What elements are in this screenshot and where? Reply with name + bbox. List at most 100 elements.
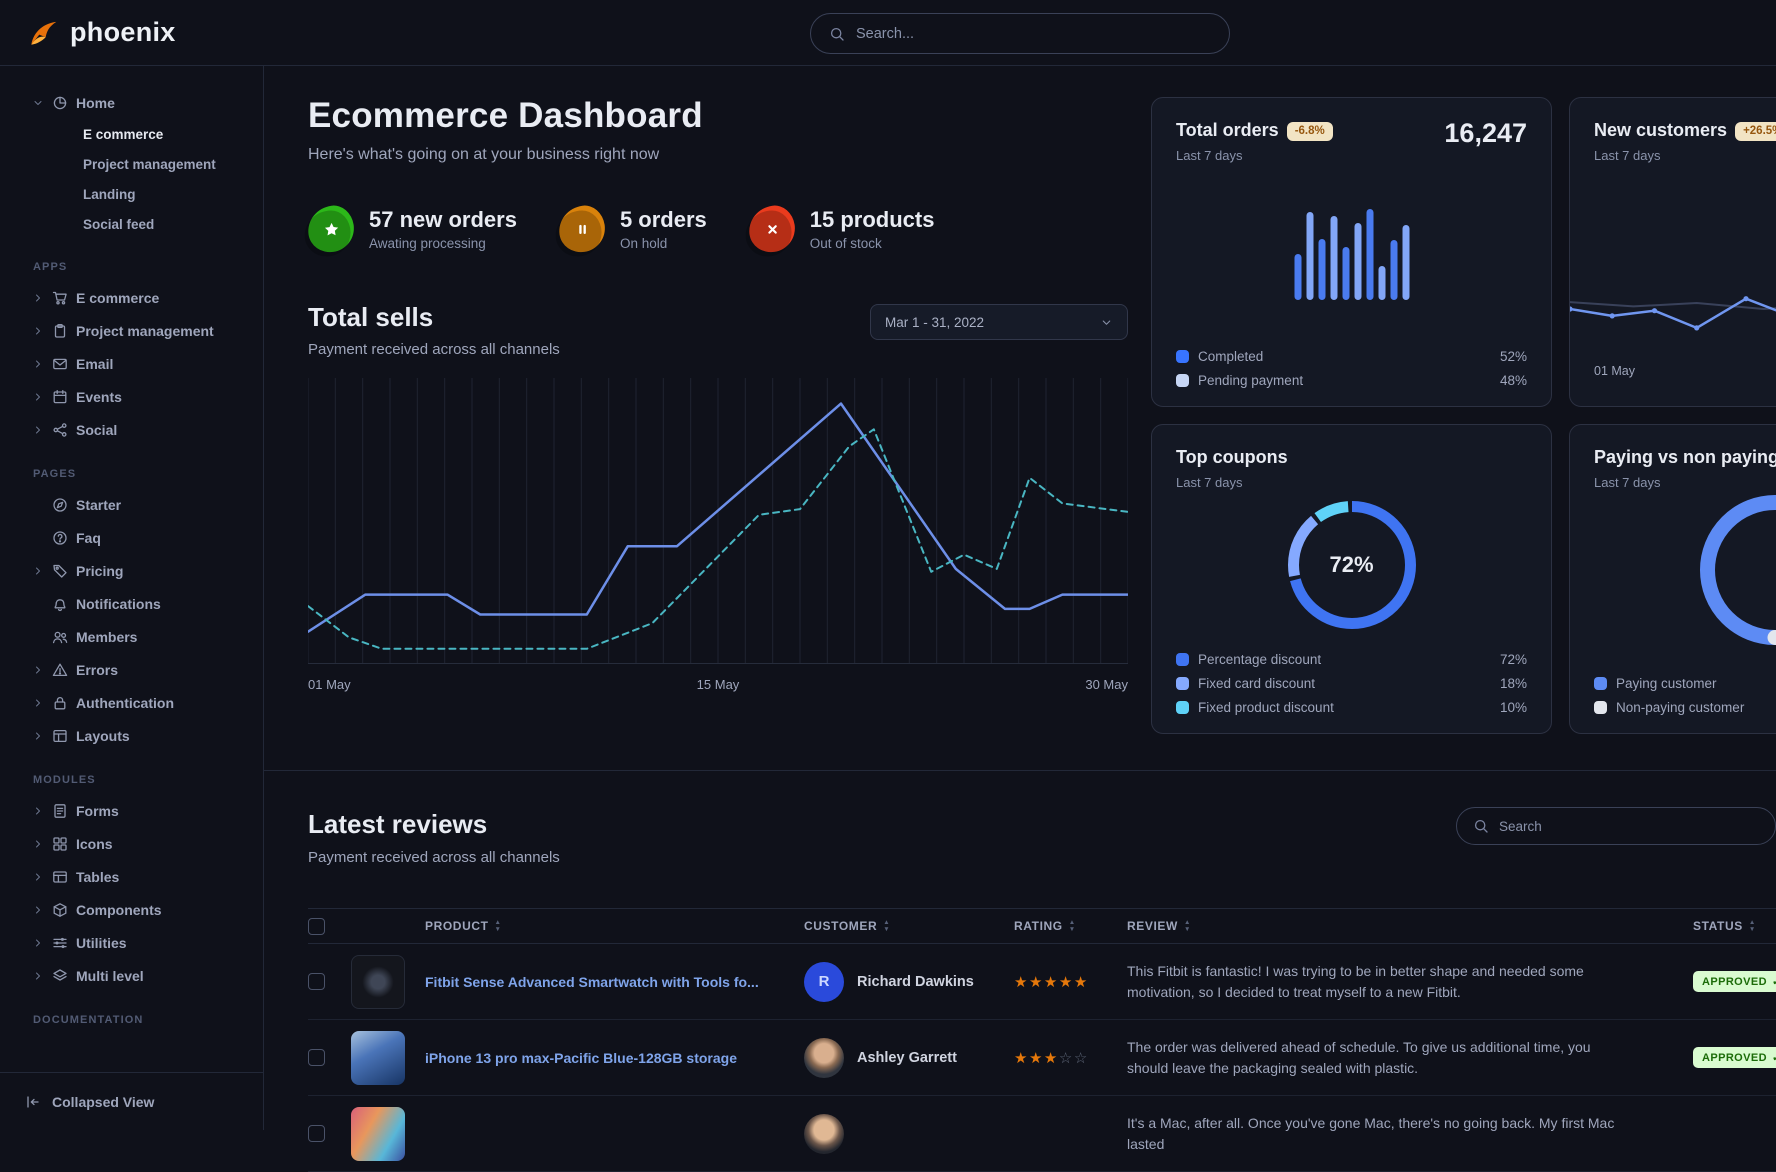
chevron-down-icon bbox=[1100, 316, 1113, 329]
sidebar-item-project-management-app[interactable]: Project management bbox=[18, 314, 245, 347]
total-sells-chart: 01 May 15 May 30 May bbox=[308, 378, 1128, 692]
search-icon bbox=[829, 26, 845, 42]
sidebar-item-forms[interactable]: Forms bbox=[18, 794, 245, 827]
card-period: Last 7 days bbox=[1176, 148, 1527, 163]
sidebar-item-pricing[interactable]: Pricing bbox=[18, 554, 245, 587]
bar bbox=[1390, 240, 1397, 300]
caret-right-icon bbox=[32, 292, 44, 304]
sidebar-item-social[interactable]: Social bbox=[18, 413, 245, 446]
bar bbox=[1354, 223, 1361, 300]
row-checkbox[interactable] bbox=[308, 973, 325, 990]
stat-caption: Awating processing bbox=[369, 236, 517, 251]
reviews-table-header: PRODUCT▲▼ CUSTOMER▲▼ RATING▲▼ REVIEW▲▼ S… bbox=[308, 908, 1776, 944]
reviews-subtitle: Payment received across all channels bbox=[308, 849, 1776, 866]
sidebar-item-multi-level[interactable]: Multi level bbox=[18, 959, 245, 992]
date-range-select[interactable]: Mar 1 - 31, 2022 bbox=[870, 304, 1128, 340]
card-title: Top coupons bbox=[1176, 447, 1288, 467]
sort-icon: ▲▼ bbox=[1184, 919, 1191, 933]
column-header-rating[interactable]: RATING▲▼ bbox=[1014, 919, 1127, 933]
global-search[interactable] bbox=[810, 13, 1230, 54]
mail-icon bbox=[52, 356, 68, 372]
sidebar-item-errors[interactable]: Errors bbox=[18, 653, 245, 686]
review-text: This Fitbit is fantastic! I was trying t… bbox=[1127, 961, 1673, 1002]
paying-vs-non-paying-card: Paying vs non paying Last 7 days Paying … bbox=[1569, 424, 1776, 734]
sidebar-item-components[interactable]: Components bbox=[18, 893, 245, 926]
legend-swatch bbox=[1176, 677, 1189, 690]
x-tick: 15 May bbox=[697, 677, 740, 692]
total-orders-card: Total orders-6.8% Last 7 days 16,247 Com… bbox=[1151, 97, 1552, 407]
product-image bbox=[351, 955, 405, 1009]
clipboard-icon bbox=[52, 323, 68, 339]
sidebar-item-members[interactable]: Members bbox=[18, 620, 245, 653]
legend-swatch bbox=[1594, 701, 1607, 714]
bar bbox=[1366, 209, 1373, 300]
bar bbox=[1402, 225, 1409, 300]
page-title: Ecommerce Dashboard bbox=[308, 96, 1128, 136]
x-icon bbox=[763, 221, 780, 238]
caret-right-icon bbox=[32, 838, 44, 850]
sidebar-subitem-ecommerce[interactable]: E commerce bbox=[18, 119, 245, 149]
legend-item: Completed 52% bbox=[1176, 349, 1527, 364]
card-period: Last 7 days bbox=[1176, 475, 1527, 490]
sidebar-item-events[interactable]: Events bbox=[18, 380, 245, 413]
reviews-search-input[interactable] bbox=[1499, 819, 1759, 834]
sidebar-item-utilities[interactable]: Utilities bbox=[18, 926, 245, 959]
sidebar-subitem-social-feed[interactable]: Social feed bbox=[18, 209, 245, 239]
row-checkbox[interactable] bbox=[308, 1125, 325, 1142]
x-badge-icon bbox=[746, 203, 798, 255]
top-coupons-donut-chart: 72% bbox=[1288, 501, 1416, 629]
caret-right-icon bbox=[32, 664, 44, 676]
collapsed-view-toggle[interactable]: Collapsed View bbox=[0, 1072, 263, 1130]
rating-stars: ★★★☆☆ bbox=[1014, 1049, 1127, 1067]
sidebar-item-layouts[interactable]: Layouts bbox=[18, 719, 245, 752]
global-search-input[interactable] bbox=[856, 26, 1211, 42]
bell-icon bbox=[52, 596, 68, 612]
sidebar-subitem-project-management[interactable]: Project management bbox=[18, 149, 245, 179]
card-title: Total orders bbox=[1176, 120, 1279, 140]
sidebar-item-home[interactable]: Home bbox=[18, 86, 245, 119]
product-link[interactable]: Fitbit Sense Advanced Smartwatch with To… bbox=[425, 974, 759, 990]
tag-icon bbox=[52, 563, 68, 579]
product-link[interactable]: iPhone 13 pro max-Pacific Blue-128GB sto… bbox=[425, 1050, 737, 1066]
rating-stars: ★★★★★ bbox=[1014, 973, 1127, 991]
sidebar-section-pages: PAGES bbox=[33, 468, 245, 480]
sidebar-subitem-landing[interactable]: Landing bbox=[18, 179, 245, 209]
sidebar-item-icons[interactable]: Icons bbox=[18, 827, 245, 860]
legend-item: Fixed card discount 18% bbox=[1176, 676, 1527, 691]
sidebar-item-notifications[interactable]: Notifications bbox=[18, 587, 245, 620]
customer-name: Richard Dawkins bbox=[857, 974, 974, 990]
column-header-review[interactable]: REVIEW▲▼ bbox=[1127, 919, 1673, 933]
avatar: R bbox=[804, 962, 844, 1002]
total-sells-subtitle: Payment received across all channels bbox=[308, 341, 560, 358]
sidebar-item-starter[interactable]: Starter bbox=[18, 488, 245, 521]
sidebar-item-tables[interactable]: Tables bbox=[18, 860, 245, 893]
caret-right-icon bbox=[32, 970, 44, 982]
column-header-status[interactable]: STATUS▲▼ bbox=[1673, 919, 1776, 933]
cart-icon bbox=[52, 290, 68, 306]
sliders-icon bbox=[52, 935, 68, 951]
caret-right-icon bbox=[32, 730, 44, 742]
paying-gauge-chart bbox=[1700, 495, 1776, 645]
sidebar-item-authentication[interactable]: Authentication bbox=[18, 686, 245, 719]
calendar-icon bbox=[52, 389, 68, 405]
column-header-product[interactable]: PRODUCT▲▼ bbox=[351, 919, 804, 933]
select-all-checkbox[interactable] bbox=[308, 918, 325, 935]
review-row: It's a Mac, after all. Once you've gone … bbox=[308, 1096, 1776, 1172]
row-checkbox[interactable] bbox=[308, 1049, 325, 1066]
caret-right-icon bbox=[32, 697, 44, 709]
review-row: Fitbit Sense Advanced Smartwatch with To… bbox=[308, 944, 1776, 1020]
reviews-search[interactable] bbox=[1456, 807, 1776, 845]
sidebar-item-email[interactable]: Email bbox=[18, 347, 245, 380]
bar bbox=[1318, 239, 1325, 300]
column-header-customer[interactable]: CUSTOMER▲▼ bbox=[804, 919, 1014, 933]
stats-row: 57 new orders Awating processing 5 order… bbox=[308, 206, 1128, 252]
bar bbox=[1330, 216, 1337, 300]
sidebar-item-ecommerce-app[interactable]: E commerce bbox=[18, 281, 245, 314]
warning-icon bbox=[52, 662, 68, 678]
caret-right-icon bbox=[32, 391, 44, 403]
sidebar-item-faq[interactable]: Faq bbox=[18, 521, 245, 554]
legend-swatch bbox=[1594, 677, 1607, 690]
main-content: Ecommerce Dashboard Here's what's going … bbox=[264, 66, 1776, 1130]
stat-caption: Out of stock bbox=[810, 236, 935, 251]
brand-logo[interactable]: phoenix bbox=[0, 16, 176, 50]
